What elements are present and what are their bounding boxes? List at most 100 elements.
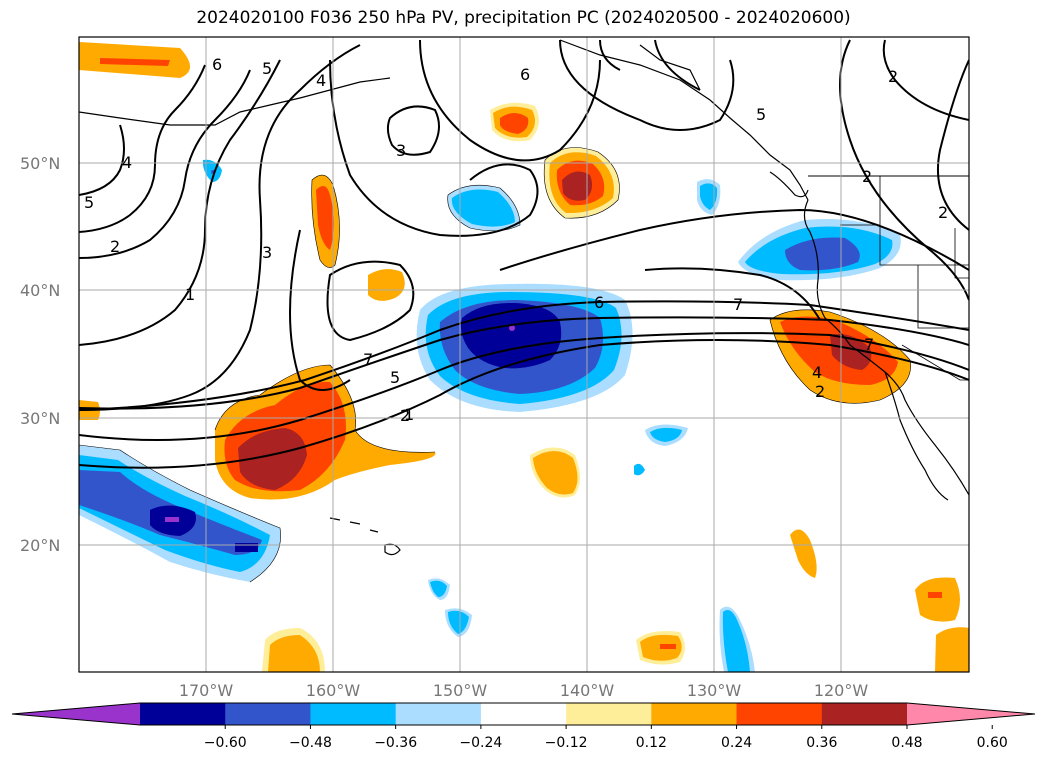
pv-contour — [79, 332, 969, 441]
state-border — [879, 176, 969, 266]
longitude-labels: 170°W 160°W 150°W 140°W 130°W 120°W — [179, 681, 869, 700]
lat-label-50n: 50°N — [20, 154, 60, 173]
precip-negative-region — [634, 463, 645, 476]
colorbar-segment — [821, 703, 908, 725]
precip-positive-core — [562, 171, 593, 201]
pv-contour — [79, 300, 969, 411]
pv-contour — [644, 267, 821, 321]
pv-contour — [654, 39, 701, 91]
precip-negative-max — [509, 325, 515, 331]
precip-positive-region — [368, 269, 405, 301]
contour-label: 6 — [520, 65, 530, 84]
map-frame — [78, 36, 970, 673]
colorbar: −0.60 −0.48 −0.36 −0.24 −0.12 0.12 0.24 0.36 0.4… — [11, 702, 1036, 751]
colorbar-segment — [480, 703, 567, 725]
colorbar-tick-label: 0.24 — [721, 735, 752, 751]
precip-positive-core — [830, 333, 872, 370]
pv-contour — [79, 69, 251, 259]
alaska-bc-coastline — [559, 39, 809, 201]
colorbar-extend-max — [907, 703, 1035, 725]
pv-contour — [839, 39, 969, 301]
pv-contour — [79, 59, 281, 346]
pv-contour — [419, 39, 601, 162]
pv-contour — [79, 339, 969, 469]
contour-label: 7 — [363, 350, 373, 369]
gridlines — [79, 37, 969, 672]
state-border — [954, 228, 969, 279]
hawaii-islands — [329, 517, 401, 556]
colorbar-segment — [651, 703, 738, 725]
contour-label: 5 — [390, 368, 400, 387]
map-title: 2024020100 F036 250 hPa PV, precipitatio… — [196, 8, 851, 28]
pv-contour — [79, 316, 969, 410]
contour-label: 7 — [864, 335, 874, 354]
precip-negative-region — [448, 610, 469, 634]
colorbar-segment — [736, 703, 823, 725]
colorbar-tick-label: −0.12 — [545, 735, 588, 751]
precip-negative-region — [700, 183, 718, 210]
alaska-coastline — [639, 44, 701, 91]
lon-label-130w: 130°W — [687, 681, 742, 700]
pv-contour — [79, 64, 206, 233]
pv-contour — [79, 44, 361, 411]
us-west-coastline — [803, 199, 969, 496]
precip-positive-region — [790, 529, 817, 578]
precip-negative-region — [650, 427, 682, 442]
colorbar-segment — [225, 703, 311, 725]
contour-label: 4 — [122, 153, 132, 172]
aleutian-coastline — [79, 77, 391, 126]
colorbar-tick-label: −0.36 — [374, 735, 417, 751]
lon-label-140w: 140°W — [560, 681, 615, 700]
contour-label: 1 — [185, 285, 195, 304]
precip-positive-core — [238, 428, 307, 490]
mexico-border — [901, 344, 969, 381]
contour-label: 2 — [110, 237, 120, 256]
precip-negative-region — [451, 189, 515, 227]
vancouver-island — [769, 171, 809, 198]
precip-positive-core — [928, 592, 942, 598]
contour-label: 6 — [594, 293, 604, 312]
precip-positive-region — [935, 627, 969, 672]
precip-positive-region — [533, 451, 578, 495]
pv-contour — [882, 39, 969, 121]
colorbar-tick-label: 0.48 — [891, 735, 922, 751]
precip-positive-region — [915, 577, 960, 622]
colorbar-tick-label: 0.12 — [636, 735, 667, 751]
contour-label: 2 — [862, 167, 872, 186]
contour-label: 2 — [815, 382, 825, 401]
precip-negative-core — [460, 302, 562, 369]
baja-coastline — [884, 371, 949, 501]
contour-label: 1 — [404, 405, 414, 424]
contour-label: 6 — [212, 55, 222, 74]
lat-label-30n: 30°N — [20, 409, 60, 428]
precip-positive-core — [100, 58, 170, 66]
colorbar-tick-label: 0.60 — [977, 735, 1008, 751]
lat-label-40n: 40°N — [20, 281, 60, 300]
colorbar-outline — [11, 702, 1036, 726]
contour-label: 4 — [316, 71, 326, 90]
colorbar-tick-label: −0.48 — [289, 735, 332, 751]
latitude-labels: 50°N 40°N 30°N 20°N — [20, 154, 60, 555]
contour-label: 5 — [756, 105, 766, 124]
pv-contour — [936, 59, 969, 231]
precip-positive-region — [316, 186, 334, 250]
lat-label-20n: 20°N — [20, 536, 60, 555]
pv-contour — [499, 208, 969, 271]
precip-positive-core — [660, 644, 676, 649]
contour-label: 5 — [84, 193, 94, 212]
colorbar-segment — [395, 703, 482, 725]
colorbar-segment — [566, 703, 652, 725]
lon-label-150w: 150°W — [433, 681, 488, 700]
colorbar-tick-label: −0.60 — [204, 735, 247, 751]
pv-contour-layer — [79, 39, 969, 469]
contour-label: 2 — [938, 203, 948, 222]
lon-label-170w: 170°W — [179, 681, 234, 700]
pv-contour — [79, 124, 125, 196]
precip-negative-region — [722, 609, 750, 672]
pv-contour-closed — [386, 105, 440, 156]
precip-negative-max — [165, 517, 179, 522]
colorbar-extend-min — [12, 703, 140, 725]
precip-negative-region — [430, 580, 447, 597]
colorbar-tick-label: −0.24 — [459, 735, 502, 751]
contour-label: 3 — [396, 141, 406, 160]
